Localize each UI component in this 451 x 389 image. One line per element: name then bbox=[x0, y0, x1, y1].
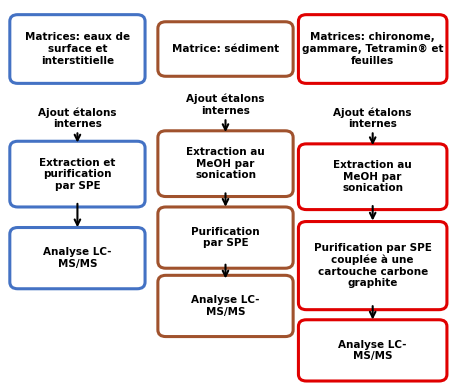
Text: Ajout étalons
internes: Ajout étalons internes bbox=[333, 107, 412, 129]
Text: Analyse LC-
MS/MS: Analyse LC- MS/MS bbox=[191, 295, 260, 317]
FancyBboxPatch shape bbox=[10, 15, 145, 83]
Text: Analyse LC-
MS/MS: Analyse LC- MS/MS bbox=[43, 247, 112, 269]
Text: Matrices: chironome,
gammare, Tetramin® et
feuilles: Matrices: chironome, gammare, Tetramin® … bbox=[302, 32, 443, 66]
FancyBboxPatch shape bbox=[158, 131, 293, 196]
FancyBboxPatch shape bbox=[299, 222, 447, 310]
Text: Purification par SPE
couplée à une
cartouche carbone
graphite: Purification par SPE couplée à une carto… bbox=[314, 243, 432, 288]
FancyBboxPatch shape bbox=[299, 15, 447, 83]
Text: Analyse LC-
MS/MS: Analyse LC- MS/MS bbox=[338, 340, 407, 361]
FancyBboxPatch shape bbox=[158, 275, 293, 336]
FancyBboxPatch shape bbox=[10, 228, 145, 289]
Text: Extraction au
MeOH par
sonication: Extraction au MeOH par sonication bbox=[333, 160, 412, 193]
FancyBboxPatch shape bbox=[158, 22, 293, 76]
FancyBboxPatch shape bbox=[299, 320, 447, 381]
Text: Extraction au
MeOH par
sonication: Extraction au MeOH par sonication bbox=[186, 147, 265, 180]
Text: Matrice: sédiment: Matrice: sédiment bbox=[172, 44, 279, 54]
Text: Purification
par SPE: Purification par SPE bbox=[191, 227, 260, 249]
Text: Ajout étalons
internes: Ajout étalons internes bbox=[38, 107, 117, 129]
FancyBboxPatch shape bbox=[299, 144, 447, 210]
Text: Extraction et
purification
par SPE: Extraction et purification par SPE bbox=[39, 158, 115, 191]
Text: Matrices: eaux de
surface et
interstitielle: Matrices: eaux de surface et interstitie… bbox=[25, 32, 130, 66]
FancyBboxPatch shape bbox=[10, 141, 145, 207]
Text: Ajout étalons
internes: Ajout étalons internes bbox=[186, 94, 265, 116]
FancyBboxPatch shape bbox=[158, 207, 293, 268]
